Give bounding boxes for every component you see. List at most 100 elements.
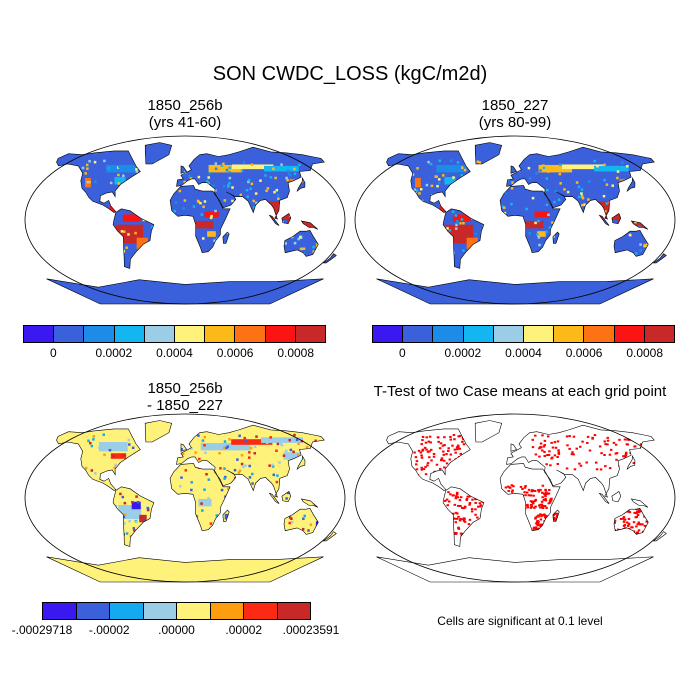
field-cell [243, 436, 246, 440]
coast-britain [510, 165, 518, 174]
sig-cell [525, 491, 529, 494]
coast-eurasia [176, 146, 325, 220]
field-cell [88, 159, 91, 163]
sig-cell [462, 507, 465, 510]
coast-britain [180, 443, 188, 452]
coast-north-america [56, 150, 141, 213]
field-cell [194, 451, 197, 454]
field-cell [634, 252, 638, 255]
sig-cell [541, 484, 545, 487]
field-patch [466, 237, 478, 249]
field-cell [246, 195, 250, 199]
field-cell [114, 463, 117, 467]
sig-cell [540, 503, 544, 506]
sig-cell [586, 435, 590, 438]
sig-cell [468, 503, 471, 506]
field-cell [248, 476, 252, 479]
sig-cell [442, 453, 446, 456]
sig-cell [543, 514, 547, 517]
sig-cell [613, 521, 616, 524]
sig-cell [468, 518, 472, 521]
sig-cell [429, 448, 433, 451]
field-cell [228, 182, 231, 185]
sig-cell [479, 505, 482, 508]
field-cell [90, 469, 94, 472]
sig-cell [557, 449, 560, 452]
field-patch [208, 164, 243, 173]
sig-cell [421, 439, 424, 442]
field-cell [300, 235, 304, 238]
coast-sumatra [598, 214, 610, 226]
sig-cell [595, 468, 599, 471]
coast-japan [296, 176, 306, 192]
field-cell [182, 207, 185, 210]
field-cell [581, 196, 585, 200]
field-cell [504, 191, 507, 195]
sig-cell [527, 488, 531, 491]
field-cell [462, 249, 465, 252]
field-cell [228, 438, 231, 441]
field-cell [286, 169, 290, 173]
land-sumatra [269, 493, 280, 504]
sig-cell [546, 435, 550, 438]
field-cell [266, 187, 270, 190]
field-cell [511, 181, 514, 184]
sig-cell [639, 510, 642, 513]
sig-cell [630, 526, 633, 529]
land-britain [510, 443, 517, 452]
land-new-zealand [653, 253, 667, 263]
colorbar-3 [42, 602, 311, 620]
field-cell [272, 167, 275, 171]
field-cell [297, 237, 300, 241]
field-cell [189, 177, 193, 180]
sig-cell [456, 496, 460, 499]
sig-cell [542, 498, 546, 501]
sig-cell [458, 434, 462, 437]
sig-cell [538, 447, 541, 450]
field-cell [117, 173, 120, 177]
sig-cell [437, 440, 440, 443]
coast-greenland [144, 420, 173, 443]
sig-cell [555, 516, 559, 519]
field-cell [581, 203, 584, 207]
field-cell [276, 194, 280, 197]
sig-cell [506, 485, 510, 488]
coast-japan [626, 176, 636, 192]
field-cell [214, 209, 217, 213]
sig-cell [466, 495, 469, 498]
colorbar-1-tick-label: 0 [49, 346, 57, 360]
sig-cell [478, 502, 482, 505]
sig-cell [453, 517, 457, 520]
sig-cell [572, 435, 576, 438]
sig-cell [550, 441, 553, 444]
field-cell [251, 482, 254, 485]
field-patch [224, 513, 229, 520]
field-cell [536, 233, 539, 236]
land-south-america [443, 486, 484, 547]
field-patch [232, 164, 274, 170]
field-cell [602, 194, 606, 198]
sig-cell [415, 468, 419, 471]
field-cell [419, 188, 423, 191]
field-cell [309, 523, 313, 526]
coast-eurasia [506, 424, 655, 498]
sig-cell [627, 517, 631, 520]
sig-cell [445, 462, 449, 465]
sig-cell [461, 518, 464, 521]
sig-cell [421, 449, 424, 452]
sig-cell [546, 492, 550, 495]
colorbar-3-labels: -.00029718 -.00002 .00000 .00002 .00023591 [0, 623, 700, 639]
field-patch [106, 164, 137, 173]
sig-cell [428, 456, 431, 459]
sig-cell [557, 452, 561, 455]
panel-2-title-line2: (yrs 80-99) [478, 114, 552, 131]
field-cell [233, 468, 237, 472]
sig-cell [622, 516, 626, 519]
sig-cell [539, 442, 543, 445]
sig-cell [422, 468, 426, 471]
sig-cell [455, 446, 459, 449]
field-cell [418, 192, 421, 195]
sig-cell [531, 501, 534, 504]
coast-greenland [144, 142, 173, 165]
field-cell [199, 201, 202, 205]
